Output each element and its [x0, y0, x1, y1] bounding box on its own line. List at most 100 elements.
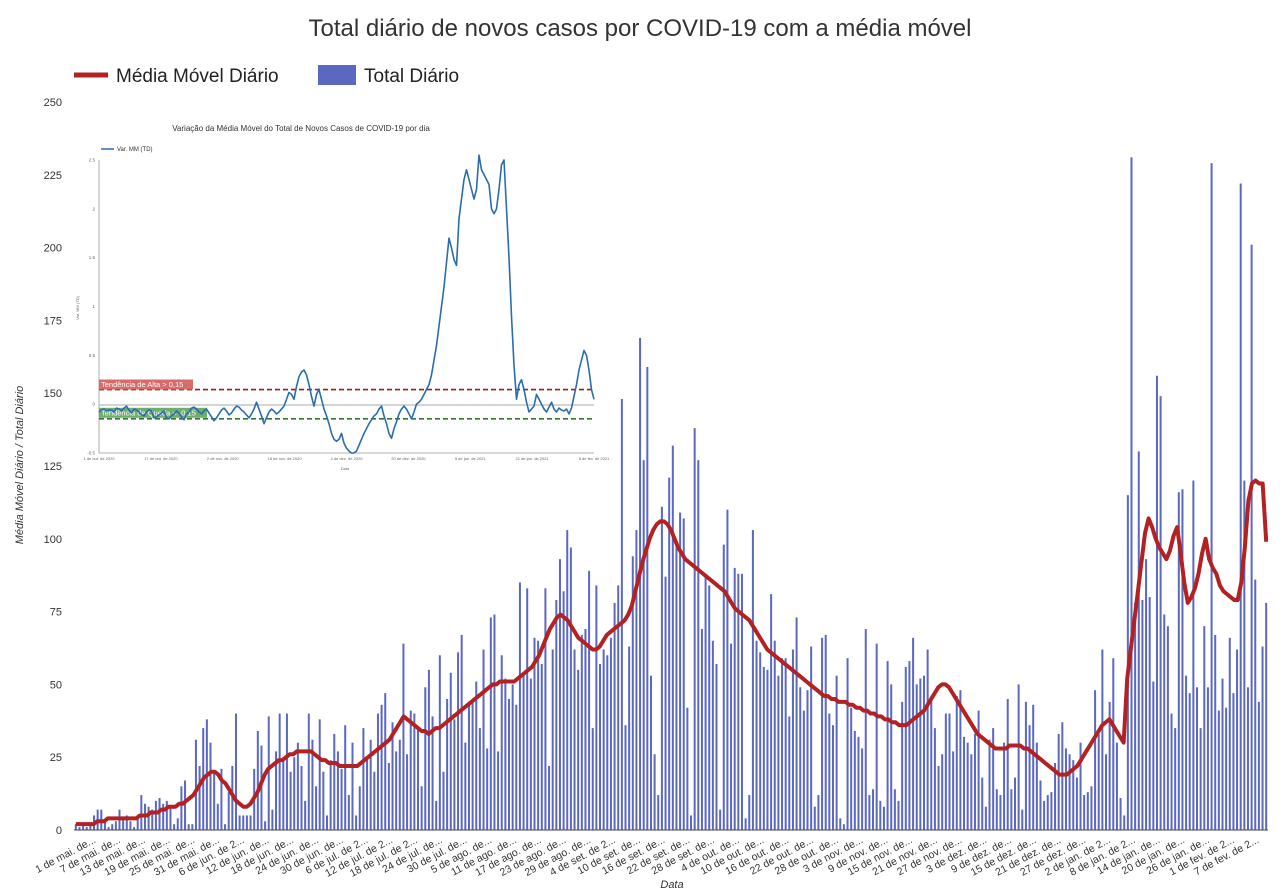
- bar: [417, 728, 419, 830]
- bar: [304, 800, 307, 830]
- bar: [802, 710, 805, 830]
- bar: [329, 760, 332, 830]
- bar: [602, 649, 605, 830]
- bar: [1119, 797, 1122, 830]
- bar: [799, 687, 802, 830]
- bar: [620, 399, 623, 830]
- bar: [453, 719, 456, 830]
- bar: [995, 789, 998, 830]
- bar: [686, 707, 689, 830]
- inset-x-tick-label: 18 de nov. de 2020: [268, 456, 303, 461]
- bar: [635, 530, 638, 830]
- bar: [609, 637, 612, 830]
- bar: [533, 637, 536, 830]
- inset-y-tick-label: 0.5: [89, 353, 96, 358]
- bar: [1214, 634, 1217, 830]
- bar: [1228, 637, 1231, 830]
- bar: [722, 544, 725, 830]
- bar: [489, 617, 492, 830]
- bar: [518, 582, 521, 830]
- bar: [1003, 742, 1006, 830]
- bar: [897, 800, 900, 830]
- inset-y-tick-label: 1: [92, 304, 95, 309]
- inset-chart: Variação da Média Móvel do Total de Novo…: [75, 112, 610, 474]
- bar: [660, 506, 663, 830]
- bar: [675, 541, 678, 830]
- y-tick-label: 250: [44, 97, 62, 109]
- bar: [184, 780, 187, 830]
- bar: [573, 649, 576, 830]
- bar: [191, 824, 194, 830]
- bar: [1006, 698, 1009, 830]
- bar: [890, 684, 893, 830]
- bar: [1130, 157, 1133, 830]
- bar: [318, 719, 321, 830]
- inset-y-axis-label: Var. MM (TD): [75, 295, 80, 319]
- bar: [872, 789, 875, 830]
- bar: [693, 428, 696, 830]
- bar: [606, 655, 609, 830]
- bar: [941, 754, 944, 830]
- bar: [813, 806, 816, 830]
- bar: [154, 800, 157, 830]
- bar: [165, 800, 168, 830]
- bar: [307, 713, 310, 830]
- bar: [340, 768, 343, 830]
- bar: [449, 672, 452, 830]
- bar: [1134, 602, 1137, 830]
- y-tick-label: 50: [50, 679, 62, 691]
- bar: [595, 585, 598, 830]
- bar: [1097, 733, 1100, 830]
- bar: [715, 664, 718, 830]
- bar: [173, 824, 176, 830]
- bar: [1199, 728, 1202, 830]
- bar: [861, 748, 864, 830]
- bar: [831, 725, 834, 830]
- bar: [770, 594, 773, 830]
- bar: [1021, 809, 1024, 830]
- bar: [515, 704, 518, 830]
- bar: [766, 669, 769, 830]
- bar: [482, 649, 485, 830]
- bar: [1159, 396, 1162, 830]
- inset-x-tick-label: 2 de nov. de 2020: [207, 456, 240, 461]
- bar: [264, 821, 267, 830]
- reference-label-high-bg: [99, 379, 193, 390]
- bar: [162, 803, 165, 830]
- bar: [901, 701, 904, 830]
- bar: [653, 754, 656, 830]
- inset-x-tick-label: 4 de dez. de 2020: [330, 456, 363, 461]
- bar: [180, 786, 183, 830]
- bar: [475, 681, 478, 830]
- bar: [580, 634, 583, 830]
- bar: [129, 821, 132, 830]
- bar: [1203, 626, 1206, 830]
- bar: [176, 818, 179, 830]
- bar: [158, 797, 161, 830]
- bar: [682, 518, 685, 830]
- bar: [781, 658, 784, 830]
- bar: [398, 739, 401, 830]
- bar: [784, 658, 787, 830]
- bar: [879, 800, 882, 830]
- bar: [671, 445, 674, 830]
- bar: [558, 559, 561, 830]
- bar: [1206, 687, 1209, 830]
- bar: [486, 748, 489, 830]
- bar: [347, 795, 350, 830]
- x-axis-ticks: 1 de mai. de...7 de mai. de...13 de mai.…: [33, 834, 1261, 880]
- bar: [1086, 792, 1089, 830]
- bar: [78, 827, 81, 830]
- inset-y-tick-label: 2.5: [89, 158, 96, 163]
- bar: [628, 646, 631, 830]
- bar: [970, 754, 973, 830]
- bar: [431, 716, 434, 830]
- bar: [256, 730, 259, 830]
- inset-x-tick-label: 21 de jan. de 2021: [516, 456, 550, 461]
- bar: [1236, 649, 1239, 830]
- bar: [402, 643, 405, 830]
- bar: [460, 634, 463, 830]
- bar: [1079, 742, 1082, 830]
- bar: [1181, 489, 1184, 830]
- bar: [912, 637, 915, 830]
